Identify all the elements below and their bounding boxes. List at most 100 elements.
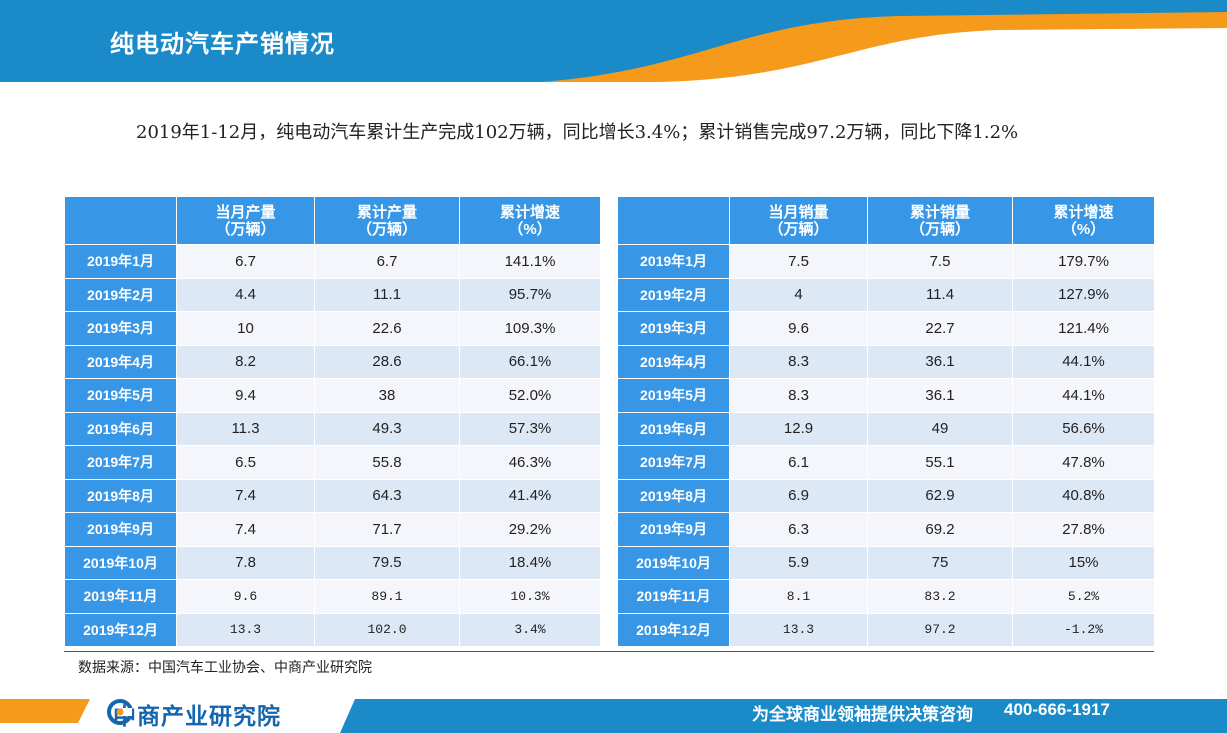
row-header-month: 2019年10月: [617, 545, 730, 580]
cell-growth: 40.8%: [1012, 478, 1155, 513]
cell-monthly: 5.9: [729, 545, 868, 580]
cell-growth: 179.7%: [1012, 244, 1155, 279]
source-note: 数据来源：中国汽车工业协会、中商产业研究院: [78, 660, 372, 676]
header-banner: 纯电动汽车产销情况: [0, 0, 1227, 82]
footer-phone: 400-666-1917: [1004, 700, 1110, 719]
cell-growth: 46.3%: [459, 445, 601, 480]
table-row: 2019年3月 10 22.6 109.3%: [64, 311, 601, 346]
cell-growth: 127.9%: [1012, 277, 1155, 312]
cell-growth: 57.3%: [459, 411, 601, 446]
footer-bar: 中商产业研究院 为全球商业领袖提供决策咨询 400-666-1917: [0, 693, 1227, 733]
cell-cumulative: 36.1: [867, 344, 1013, 379]
row-header-month: 2019年4月: [617, 344, 730, 379]
cell-monthly: 8.3: [729, 378, 868, 413]
cell-growth: 29.2%: [459, 512, 601, 547]
askci-logo-icon: [107, 699, 133, 725]
cell-growth: 109.3%: [459, 311, 601, 346]
table-row: 2019年4月 8.2 28.6 66.1%: [64, 344, 601, 379]
table-row: 2019年10月 5.9 75 15%: [617, 545, 1155, 580]
cell-growth: 52.0%: [459, 378, 601, 413]
column-header-month: [64, 196, 177, 245]
cell-cumulative: 22.7: [867, 311, 1013, 346]
row-header-month: 2019年8月: [64, 478, 177, 513]
row-header-month: 2019年4月: [64, 344, 177, 379]
cell-growth: 47.8%: [1012, 445, 1155, 480]
row-header-month: 2019年2月: [64, 277, 177, 312]
cell-cumulative: 11.1: [314, 277, 460, 312]
cell-cumulative: 55.1: [867, 445, 1013, 480]
cell-cumulative: 75: [867, 545, 1013, 580]
table-header-row: 当月销量 （万辆） 累计销量 （万辆） 累计增速 （%）: [617, 196, 1155, 245]
row-header-month: 2019年11月: [617, 579, 730, 614]
cell-monthly: 6.1: [729, 445, 868, 480]
table-row: 2019年5月 9.4 38 52.0%: [64, 378, 601, 413]
column-header-month: [617, 196, 730, 245]
cell-cumulative: 49.3: [314, 411, 460, 446]
footer-logo-text: 中商产业研究院: [113, 704, 281, 730]
table-row: 2019年6月 12.9 49 56.6%: [617, 411, 1155, 446]
cell-growth: 141.1%: [459, 244, 601, 279]
cell-cumulative: 83.2: [867, 579, 1013, 614]
row-header-month: 2019年11月: [64, 579, 177, 614]
cell-growth: 27.8%: [1012, 512, 1155, 547]
row-header-month: 2019年2月: [617, 277, 730, 312]
cell-cumulative: 49: [867, 411, 1013, 446]
cell-monthly: 7.8: [176, 545, 315, 580]
header-background: [0, 0, 1227, 82]
cell-cumulative: 7.5: [867, 244, 1013, 279]
cell-cumulative: 71.7: [314, 512, 460, 547]
table-row: 2019年12月 13.3 102.0 3.4%: [64, 612, 601, 647]
cell-monthly: 7.4: [176, 478, 315, 513]
row-header-month: 2019年5月: [64, 378, 177, 413]
row-header-month: 2019年3月: [617, 311, 730, 346]
footer-background: [0, 699, 1227, 733]
cell-cumulative: 102.0: [314, 612, 460, 647]
cell-cumulative: 55.8: [314, 445, 460, 480]
cell-monthly: 13.3: [176, 612, 315, 647]
table-row: 2019年7月 6.5 55.8 46.3%: [64, 445, 601, 480]
table-row: 2019年4月 8.3 36.1 44.1%: [617, 344, 1155, 379]
table-row: 2019年3月 9.6 22.7 121.4%: [617, 311, 1155, 346]
cell-monthly: 12.9: [729, 411, 868, 446]
table-row: 2019年1月 6.7 6.7 141.1%: [64, 244, 601, 279]
cell-monthly: 4.4: [176, 277, 315, 312]
column-header-monthly-production: 当月产量 （万辆）: [176, 196, 315, 245]
cell-growth: 41.4%: [459, 478, 601, 513]
row-header-month: 2019年9月: [617, 512, 730, 547]
cell-growth: 5.2%: [1012, 579, 1155, 614]
cell-growth: 10.3%: [459, 579, 601, 614]
cell-growth: 18.4%: [459, 545, 601, 580]
cell-cumulative: 38: [314, 378, 460, 413]
row-header-month: 2019年6月: [64, 411, 177, 446]
row-header-month: 2019年7月: [64, 445, 177, 480]
cell-cumulative: 22.6: [314, 311, 460, 346]
cell-growth: -1.2%: [1012, 612, 1155, 647]
table-row: 2019年2月 4.4 11.1 95.7%: [64, 277, 601, 312]
table-row: 2019年5月 8.3 36.1 44.1%: [617, 378, 1155, 413]
table-row: 2019年12月 13.3 97.2 -1.2%: [617, 612, 1155, 647]
cell-monthly: 6.7: [176, 244, 315, 279]
cell-cumulative: 79.5: [314, 545, 460, 580]
cell-cumulative: 28.6: [314, 344, 460, 379]
table-row: 2019年6月 11.3 49.3 57.3%: [64, 411, 601, 446]
row-header-month: 2019年1月: [617, 244, 730, 279]
row-header-month: 2019年6月: [617, 411, 730, 446]
table-header-row: 当月产量 （万辆） 累计产量 （万辆） 累计增速 （%）: [64, 196, 601, 245]
column-header-cumulative-growth: 累计增速 （%）: [1012, 196, 1155, 245]
cell-monthly: 8.2: [176, 344, 315, 379]
row-header-month: 2019年5月: [617, 378, 730, 413]
row-header-month: 2019年10月: [64, 545, 177, 580]
cell-cumulative: 89.1: [314, 579, 460, 614]
table-row: 2019年8月 6.9 62.9 40.8%: [617, 478, 1155, 513]
cell-monthly: 6.3: [729, 512, 868, 547]
cell-growth: 3.4%: [459, 612, 601, 647]
cell-monthly: 7.5: [729, 244, 868, 279]
row-header-month: 2019年1月: [64, 244, 177, 279]
table-row: 2019年1月 7.5 7.5 179.7%: [617, 244, 1155, 279]
row-header-month: 2019年3月: [64, 311, 177, 346]
divider: [64, 651, 1154, 652]
footer-logo: 中商产业研究院: [107, 699, 281, 730]
row-header-month: 2019年7月: [617, 445, 730, 480]
cell-monthly: 6.9: [729, 478, 868, 513]
cell-cumulative: 11.4: [867, 277, 1013, 312]
